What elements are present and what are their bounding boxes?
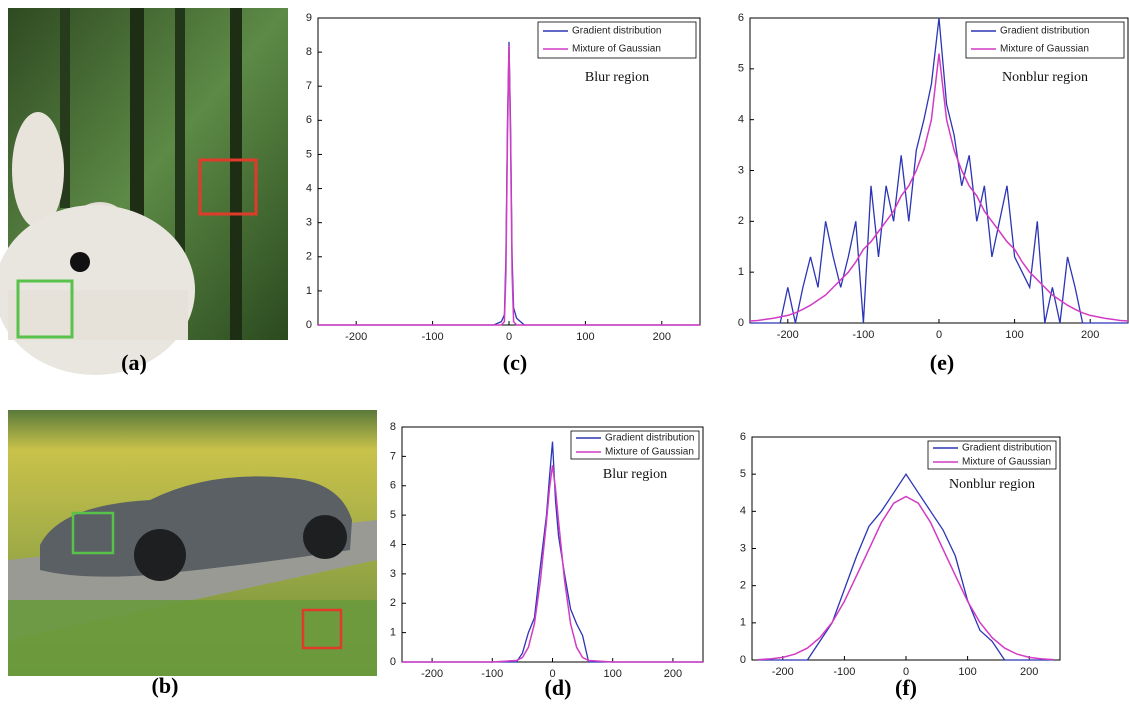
legend-label: Mixture of Gaussian bbox=[605, 447, 694, 458]
x-tick-label: -100 bbox=[852, 329, 874, 341]
legend-box bbox=[537, 21, 697, 59]
y-tick-label: 0 bbox=[306, 319, 312, 331]
x-tick-label: -200 bbox=[772, 666, 794, 678]
y-tick-label: 9 bbox=[306, 12, 312, 24]
y-tick-label: 0 bbox=[390, 656, 396, 668]
y-tick-label: 7 bbox=[306, 80, 312, 92]
x-tick-label: 100 bbox=[958, 666, 976, 678]
x-tick-label: -100 bbox=[481, 668, 503, 680]
x-tick-label: 200 bbox=[653, 331, 671, 343]
y-tick-label: 8 bbox=[390, 421, 396, 433]
y-tick-label: 6 bbox=[390, 480, 396, 492]
x-tick-label: -100 bbox=[422, 331, 444, 343]
legend-box bbox=[965, 21, 1125, 59]
y-tick-label: 6 bbox=[306, 114, 312, 126]
panel-caption: (f) bbox=[895, 675, 917, 700]
x-tick-label: 200 bbox=[1081, 329, 1099, 341]
series-line bbox=[749, 53, 1129, 322]
panel-caption: (c) bbox=[503, 350, 527, 375]
x-tick-label: 0 bbox=[549, 668, 555, 680]
y-tick-label: 2 bbox=[390, 597, 396, 609]
plot-frame bbox=[751, 436, 1061, 661]
x-tick-label: 0 bbox=[903, 666, 909, 678]
y-tick-label: 5 bbox=[390, 509, 396, 521]
annotation: Blur region bbox=[585, 70, 649, 85]
y-tick-label: 1 bbox=[738, 266, 744, 278]
y-tick-label: 2 bbox=[306, 251, 312, 263]
x-tick-label: -200 bbox=[345, 331, 367, 343]
panel-caption: (a) bbox=[121, 350, 147, 375]
x-tick-label: 100 bbox=[576, 331, 594, 343]
legend-label: Gradient distribution bbox=[1000, 26, 1090, 37]
x-tick-label: 0 bbox=[506, 331, 512, 343]
x-tick-label: 200 bbox=[664, 668, 682, 680]
y-tick-label: 7 bbox=[390, 450, 396, 462]
legend-box bbox=[927, 440, 1057, 470]
series-line bbox=[402, 441, 703, 663]
legend-label: Gradient distribution bbox=[605, 433, 695, 444]
y-tick-label: 4 bbox=[740, 505, 746, 517]
legend-label: Gradient distribution bbox=[962, 443, 1052, 454]
annotation: Blur region bbox=[603, 467, 667, 482]
y-tick-label: 0 bbox=[740, 654, 746, 666]
y-tick-label: 3 bbox=[740, 542, 746, 554]
y-tick-label: 4 bbox=[390, 538, 396, 550]
y-tick-label: 0 bbox=[738, 317, 744, 329]
y-tick-label: 5 bbox=[740, 468, 746, 480]
y-tick-label: 3 bbox=[306, 217, 312, 229]
panel-caption: (e) bbox=[930, 350, 954, 375]
x-tick-label: -100 bbox=[833, 666, 855, 678]
panel-caption: (d) bbox=[545, 675, 572, 700]
y-tick-label: 1 bbox=[306, 285, 312, 297]
x-tick-label: 200 bbox=[1020, 666, 1038, 678]
series-line bbox=[318, 41, 700, 326]
y-tick-label: 6 bbox=[738, 12, 744, 24]
legend-label: Mixture of Gaussian bbox=[962, 457, 1051, 468]
series-line bbox=[318, 45, 700, 326]
series-line bbox=[758, 473, 1054, 661]
y-tick-label: 4 bbox=[306, 182, 312, 194]
y-tick-label: 6 bbox=[740, 431, 746, 443]
plot-frame bbox=[401, 426, 704, 663]
y-tick-label: 1 bbox=[740, 617, 746, 629]
series-line bbox=[402, 465, 703, 663]
series-line bbox=[750, 17, 1128, 324]
y-tick-label: 8 bbox=[306, 46, 312, 58]
y-tick-label: 1 bbox=[390, 627, 396, 639]
x-tick-label: 100 bbox=[1005, 329, 1023, 341]
y-tick-label: 3 bbox=[390, 568, 396, 580]
y-tick-label: 3 bbox=[738, 164, 744, 176]
y-tick-label: 2 bbox=[740, 580, 746, 592]
photo-bunny-forest bbox=[0, 8, 288, 375]
x-tick-label: -200 bbox=[421, 668, 443, 680]
legend-label: Mixture of Gaussian bbox=[1000, 44, 1089, 55]
x-tick-label: -200 bbox=[777, 329, 799, 341]
panel-caption: (b) bbox=[152, 673, 179, 698]
annotation: Nonblur region bbox=[1002, 70, 1088, 85]
y-tick-label: 4 bbox=[738, 114, 744, 126]
legend-label: Gradient distribution bbox=[572, 26, 662, 37]
series-line bbox=[758, 495, 1054, 661]
y-tick-label: 5 bbox=[738, 63, 744, 75]
legend-box bbox=[570, 430, 700, 460]
photo-car bbox=[8, 410, 377, 676]
y-tick-label: 2 bbox=[738, 215, 744, 227]
legend-label: Mixture of Gaussian bbox=[572, 44, 661, 55]
x-tick-label: 100 bbox=[604, 668, 622, 680]
plot-frame bbox=[749, 17, 1129, 324]
annotation: Nonblur region bbox=[949, 477, 1035, 492]
x-tick-label: 0 bbox=[936, 329, 942, 341]
y-tick-label: 5 bbox=[306, 148, 312, 160]
